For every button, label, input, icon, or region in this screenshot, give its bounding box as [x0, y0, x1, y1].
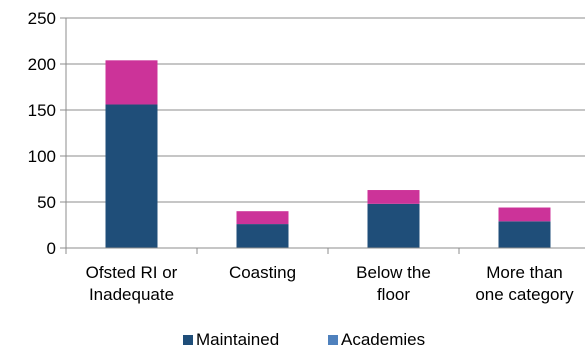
y-tick-label: 150: [28, 101, 56, 120]
legend: Maintained Academies: [183, 330, 425, 349]
y-tick-label: 200: [28, 55, 56, 74]
y-tick-label: 50: [37, 193, 56, 212]
y-tick-label: 100: [28, 147, 56, 166]
category-label: Inadequate: [89, 285, 174, 304]
bar-maintained-3: [498, 221, 551, 248]
category-label: floor: [377, 285, 410, 304]
bars: [105, 60, 551, 248]
y-tick-label: 250: [28, 9, 56, 28]
legend-swatch-academies: [328, 335, 338, 345]
x-axis-labels: Ofsted RI or Inadequate Coasting Below the f…: [86, 263, 574, 304]
y-tick-label: 0: [47, 239, 56, 258]
axes: [65, 18, 585, 254]
legend-label-academies: Academies: [341, 330, 425, 349]
bar-academies-1: [236, 211, 289, 225]
y-axis-ticks: 0 50 100 150 200 250: [28, 9, 66, 258]
bar-maintained-1: [236, 224, 289, 248]
bar-academies-3: [498, 207, 551, 222]
legend-swatch-maintained: [183, 335, 193, 345]
category-label: one category: [475, 285, 574, 304]
category-label: More than: [486, 263, 563, 282]
bar-academies-0: [105, 60, 158, 105]
category-label: Coasting: [229, 263, 296, 282]
category-label: Below the: [356, 263, 431, 282]
category-label: Ofsted RI or: [86, 263, 178, 282]
bar-academies-2: [367, 190, 420, 204]
legend-label-maintained: Maintained: [196, 330, 279, 349]
bar-maintained-2: [367, 203, 420, 248]
bar-maintained-0: [105, 104, 158, 248]
